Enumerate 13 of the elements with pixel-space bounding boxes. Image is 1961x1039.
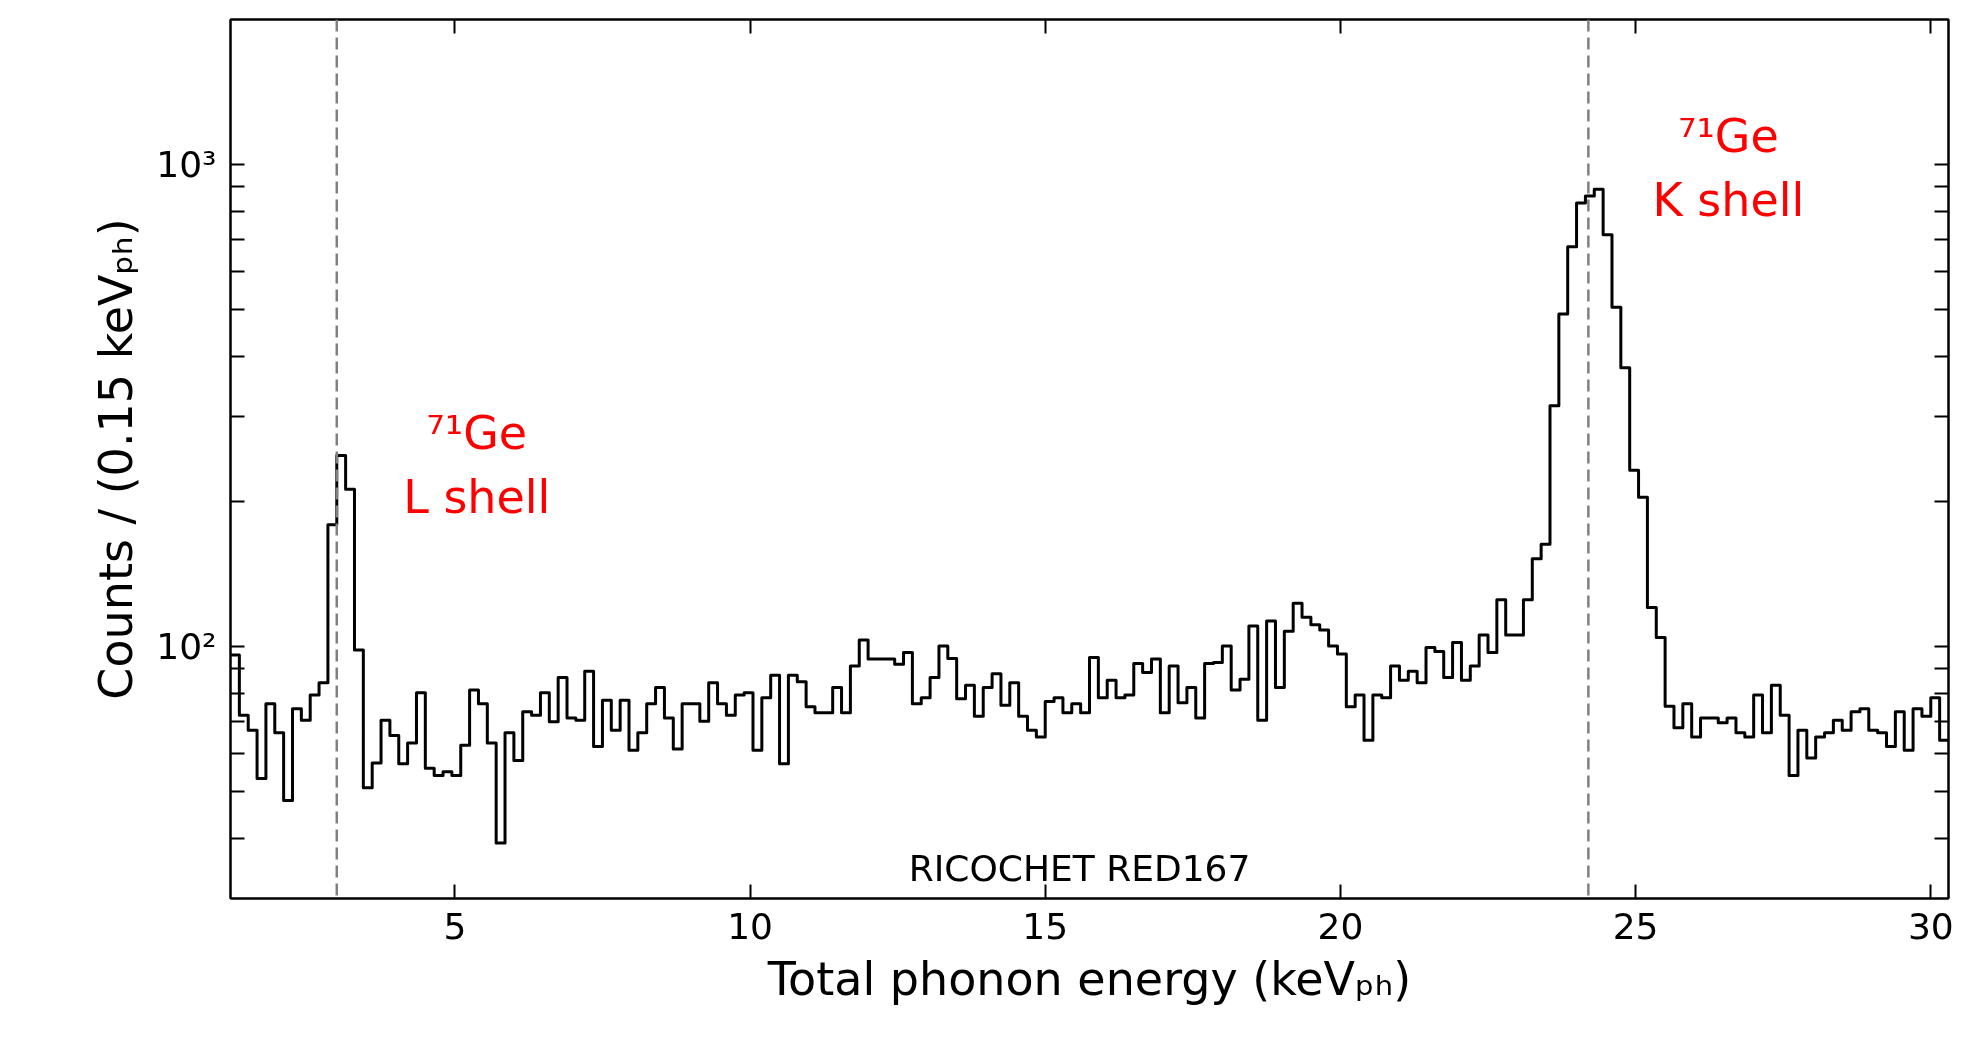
x-tick-label: 30 [1907, 905, 1954, 947]
ref-line-label: ⁷¹Ge K shell [1652, 108, 1805, 228]
x-tick-label: 20 [1317, 905, 1364, 947]
annotation: RICOCHET RED167 [908, 847, 1251, 889]
x-tick-label: 25 [1612, 905, 1659, 947]
ref-line-label: ⁷¹Ge L shell [403, 405, 551, 525]
y-tick-label: 10² [156, 626, 217, 668]
y-tick-label: 10³ [156, 144, 217, 186]
x-axis-title: Total phonon energy (keVₚₕ) [766, 951, 1412, 1006]
y-axis-title: Counts / (0.15 keVₚₕ) [89, 218, 144, 700]
x-tick-label: 15 [1022, 905, 1069, 947]
x-tick-label: 10 [727, 905, 773, 947]
x-tick-label: 5 [443, 905, 467, 947]
